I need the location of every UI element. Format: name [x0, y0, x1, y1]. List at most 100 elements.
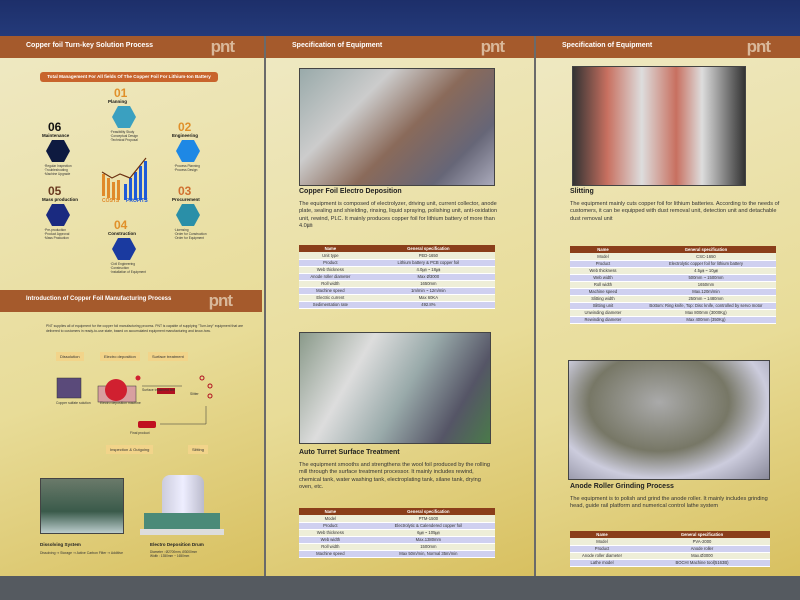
spec-name: Model	[299, 515, 362, 523]
spec-name: Slitting unit	[570, 302, 636, 310]
step-items: ·Feasibility Study ·Conceptual Design ·T…	[110, 130, 138, 142]
label-surface-line: Surface treatment line	[142, 388, 176, 392]
table-row: Rewinding diameter Max 400mm (350Kg)	[570, 316, 776, 324]
spec-value: 4.5㎛ ~ 10㎛	[635, 267, 776, 275]
step-items: ·Pre-production ·Product Approval ·Mass …	[44, 228, 70, 240]
step-items: ·Process Planning ·Process Design	[174, 164, 200, 172]
panel-title: Specification of Equipment	[292, 42, 383, 49]
panel-header: Specification of Equipment pnt	[266, 36, 534, 58]
bottom-frame	[0, 576, 800, 600]
spec-name: Electric current	[299, 294, 362, 302]
column-header: General specification	[634, 531, 770, 538]
spec-name: Web width	[570, 274, 636, 282]
table-row: Web width 500mm ~ 1500mm	[570, 274, 776, 282]
column-header: General specification	[361, 508, 495, 515]
spec-value: 6㎛ ~ 105㎛	[361, 529, 495, 537]
table-row: Model CSC-1650	[570, 253, 776, 261]
section-title: Anode Roller Grinding Process	[570, 483, 674, 490]
column-header: Name	[299, 508, 362, 515]
spec-name: Machine speed	[299, 550, 362, 558]
section-description: The equipment mainly cuts copper foil fo…	[570, 201, 780, 222]
spec-name: Web thickness	[299, 529, 362, 537]
spec-value: Max.Ø3000	[634, 552, 770, 560]
top-frame	[0, 0, 800, 36]
table-row: Machine speed Max 50m/min, Normal 35m/min	[299, 550, 495, 558]
column-header: General specification	[635, 246, 776, 253]
spec-name: Model	[570, 253, 636, 261]
step-name: Construction	[108, 231, 136, 236]
spec-value: 1500mm	[361, 543, 495, 551]
step-number: 06	[48, 120, 62, 134]
column-header: Name	[570, 246, 636, 253]
column-header: Name	[570, 531, 634, 538]
spec-name: Unwinding diameter	[570, 309, 636, 317]
panel-spec-middle: Specification of Equipment pnt Copper Foi…	[266, 36, 536, 576]
spec-name: Anode roller diameter	[299, 273, 362, 281]
panel-title: Specification of Equipment	[562, 42, 653, 49]
spec-table: Name General specification Unit type PED-16…	[299, 245, 495, 309]
table-row: Product Anode roller	[570, 545, 770, 553]
banner: Total Management For All fields Of The C…	[40, 72, 218, 82]
panel-spec-right: Specification of Equipment pnt Slitting T…	[536, 36, 800, 576]
spec-value: Max 60KA	[361, 294, 495, 302]
drum-title: Electro Deposition Drum	[150, 542, 204, 547]
tag-slitting: Slitting	[188, 445, 209, 454]
section-description: The equipment smooths and strengthens th…	[299, 462, 490, 491]
spec-table: Name General specification Model PTM-1500 Pr…	[299, 508, 495, 558]
spec-name: Machine speed	[570, 288, 636, 296]
spec-value: Max Ø3000	[361, 273, 495, 281]
table-row: Slitting width 250mm ~ 1480mm	[570, 295, 776, 303]
drum-image	[140, 473, 224, 537]
drum-text: Diameter : Ø2700mm, Ø3000mm Width : 1350…	[150, 550, 198, 558]
table-row: Anode roller diameter Max Ø3000	[299, 273, 495, 281]
spec-name: Machine speed	[299, 287, 362, 295]
spec-value: Max.120m/min	[635, 288, 776, 296]
step-icon	[46, 140, 70, 162]
section-title: Auto Turret Surface Treatment	[299, 449, 400, 456]
spec-table: Name General specification Model CSC-1650 Pr…	[570, 246, 776, 324]
process-diagram	[56, 375, 213, 428]
step-items: ·Licensing ·Order for Construction ·Orde…	[174, 228, 207, 240]
spec-value: Electrolytic copper foil for lithium bat…	[635, 260, 776, 268]
pnt-logo: pnt	[746, 37, 771, 56]
column-header: General specification	[361, 245, 495, 252]
panel-turnkey: Copper foil Turn-key Solution Process pnt…	[0, 36, 266, 576]
intro-title: Introduction of Copper Foil Manufacturin…	[26, 296, 172, 302]
step-items: ·Regular Inspection ·Troubleshooting ·Ma…	[44, 164, 72, 176]
costs-label: COSTS	[102, 198, 120, 204]
spec-name: Model	[570, 538, 634, 546]
tag-dissolution: Dissolution	[56, 352, 84, 361]
label-final-product: Final product	[130, 431, 150, 435]
step-name: Engineering	[172, 133, 199, 138]
table-row: Product Lithium battery & PCB copper foil	[299, 259, 495, 267]
spec-name: Product	[299, 522, 362, 530]
spec-value: 492.8%	[361, 301, 495, 309]
spec-name: Product	[299, 259, 362, 267]
table-row: Electric current Max 60KA	[299, 294, 495, 302]
spec-value: CSC-1650	[635, 253, 776, 261]
table-row: Web width Max.1380mm	[299, 536, 495, 544]
step-number: 02	[178, 120, 192, 134]
spec-value: PVA-2000	[634, 538, 770, 546]
pnt-logo: pnt	[208, 291, 233, 310]
column-header: Name	[299, 245, 362, 252]
electro-deposition-photo	[299, 68, 495, 186]
table-row: Model PVA-2000	[570, 538, 770, 546]
step-number: 05	[48, 184, 62, 198]
intro-text: PNT supplies all of equipment for the co…	[46, 324, 244, 333]
table-row: Web thickness 4.0㎛ ~ 18㎛	[299, 266, 495, 274]
step-name: Planning	[108, 99, 127, 104]
spec-name: Slitting width	[570, 295, 636, 303]
tag-electro-deposition: Electro deposition	[100, 352, 140, 361]
spec-name: Roll width	[570, 281, 636, 289]
spec-name: Roll width	[299, 280, 362, 288]
spec-name: Unit type	[299, 252, 362, 260]
surface-treatment-photo	[299, 332, 491, 444]
dissolving-title: Dissolving System	[40, 542, 81, 547]
panel-header: Specification of Equipment pnt	[536, 36, 800, 58]
panel-title: Copper foil Turn-key Solution Process	[26, 42, 154, 49]
spec-value: Max 800mm (3000Kg)	[635, 309, 776, 317]
step-name: Mass production	[42, 197, 79, 202]
spec-name: Product	[570, 545, 634, 553]
spec-name: Web width	[299, 536, 362, 544]
